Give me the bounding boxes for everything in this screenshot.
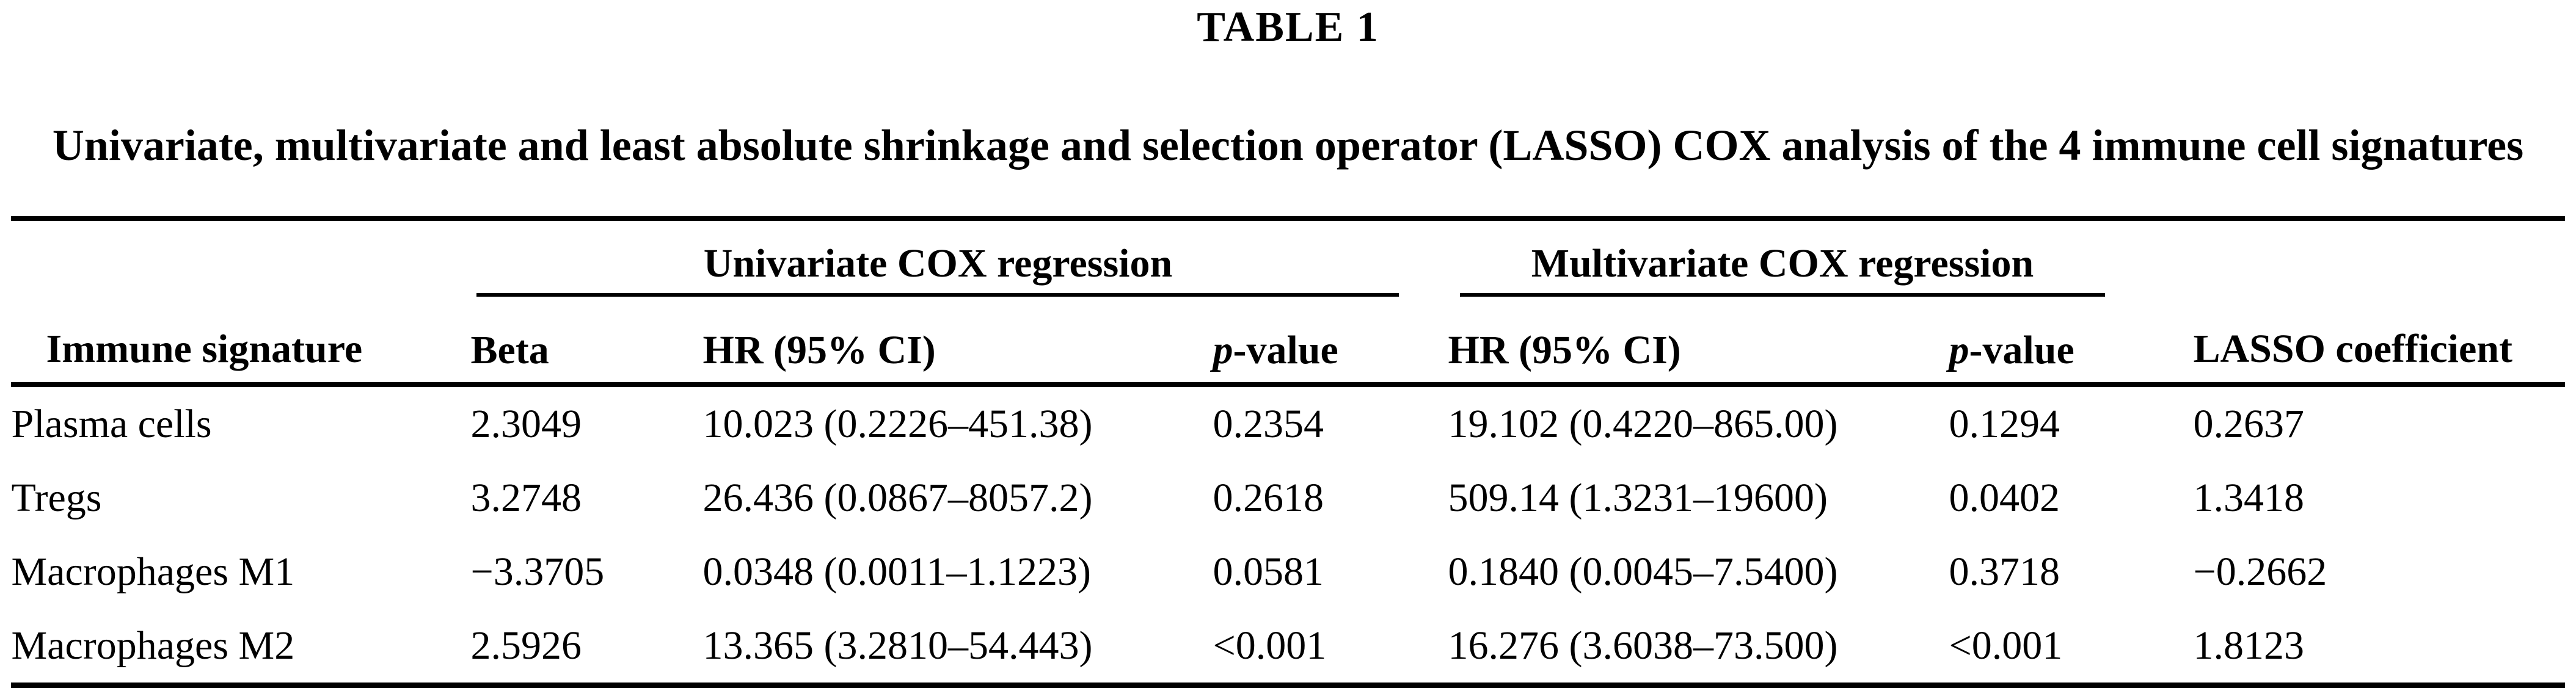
table-label: TABLE 1 xyxy=(1197,4,1379,51)
cell-hr-univariate: 10.023 (0.2226–451.38) xyxy=(702,401,1093,446)
col-header-hr-multivariate: HR (95% CI) xyxy=(1448,297,1949,387)
p-italic: p xyxy=(1213,328,1233,372)
cell-signature: Plasma cells xyxy=(11,401,212,446)
col-group-multivariate: Multivariate COX regression xyxy=(1448,219,2193,297)
cell-hr-univariate: 0.0348 (0.0011–1.1223) xyxy=(702,549,1091,594)
col-header-immune-signature: Immune signature xyxy=(11,219,471,387)
col-group-univariate: Univariate COX regression xyxy=(470,219,1448,297)
univariate-spanner-rule: Univariate COX regression xyxy=(476,241,1399,297)
p-italic: p xyxy=(1949,328,1969,372)
cell-beta: 3.2748 xyxy=(470,475,582,520)
cell-pvalue-univariate: 0.0581 xyxy=(1213,549,1324,594)
cell-pvalue-multivariate: 0.0402 xyxy=(1949,475,2060,520)
cell-hr-multivariate: 509.14 (1.3231–19600) xyxy=(1448,475,1828,520)
cell-lasso: −0.2662 xyxy=(2193,549,2327,594)
table-caption: Univariate, multivariate and least absol… xyxy=(52,121,2524,170)
p-suffix: -value xyxy=(1233,328,1338,372)
table-row-macrophages-m1: Macrophages M1 −3.3705 0.0348 (0.0011–1.… xyxy=(11,535,2564,609)
cell-pvalue-multivariate: <0.001 xyxy=(1949,623,2063,668)
cell-pvalue-univariate: 0.2354 xyxy=(1213,401,1324,446)
col-group-univariate-label: Univariate COX regression xyxy=(703,241,1173,286)
cell-hr-univariate: 26.436 (0.0867–8057.2) xyxy=(702,475,1093,520)
cell-lasso: 0.2637 xyxy=(2193,401,2305,446)
cell-pvalue-univariate: 0.2618 xyxy=(1213,475,1324,520)
cell-hr-multivariate: 0.1840 (0.0045–7.5400) xyxy=(1448,549,1838,594)
col-header-pvalue-univariate: p-value xyxy=(1213,297,1448,387)
header-sub-row: Beta HR (95% CI) p-value HR (95% CI) p-v… xyxy=(11,297,2564,387)
table-row-macrophages-m2: Macrophages M2 2.5926 13.365 (3.2810–54.… xyxy=(11,609,2564,686)
col-header-beta: Beta xyxy=(470,297,703,387)
cell-lasso: 1.3418 xyxy=(2193,475,2305,520)
p-suffix: -value xyxy=(1969,328,2074,372)
cell-signature: Macrophages M2 xyxy=(11,623,295,668)
table-row-plasma-cells: Plasma cells 2.3049 10.023 (0.2226–451.3… xyxy=(11,385,2564,461)
cox-analysis-table: Immune signature Univariate COX regressi… xyxy=(11,216,2565,688)
cell-hr-univariate: 13.365 (3.2810–54.443) xyxy=(702,623,1093,668)
multivariate-spanner-rule: Multivariate COX regression xyxy=(1460,241,2105,297)
cell-pvalue-multivariate: 0.1294 xyxy=(1949,401,2060,446)
header-group-row: Immune signature Univariate COX regressi… xyxy=(11,219,2565,387)
col-header-lasso-coefficient: LASSO coefficient xyxy=(2193,219,2565,387)
cell-signature: Macrophages M1 xyxy=(11,549,295,594)
cell-hr-multivariate: 16.276 (3.6038–73.500) xyxy=(1448,623,1838,668)
cell-lasso: 1.8123 xyxy=(2193,623,2305,668)
table-row-tregs: Tregs 3.2748 26.436 (0.0867–8057.2) 0.26… xyxy=(11,461,2564,535)
cell-beta: −3.3705 xyxy=(470,549,605,594)
cell-beta: 2.5926 xyxy=(470,623,582,668)
col-header-pvalue-multivariate: p-value xyxy=(1949,297,2194,387)
cell-beta: 2.3049 xyxy=(470,401,582,446)
col-group-multivariate-label: Multivariate COX regression xyxy=(1531,241,2034,286)
col-header-hr-univariate: HR (95% CI) xyxy=(702,297,1213,387)
cell-pvalue-multivariate: 0.3718 xyxy=(1949,549,2060,594)
cell-pvalue-univariate: <0.001 xyxy=(1213,623,1327,668)
cell-signature: Tregs xyxy=(11,475,102,520)
cell-hr-multivariate: 19.102 (0.4220–865.00) xyxy=(1448,401,1838,446)
